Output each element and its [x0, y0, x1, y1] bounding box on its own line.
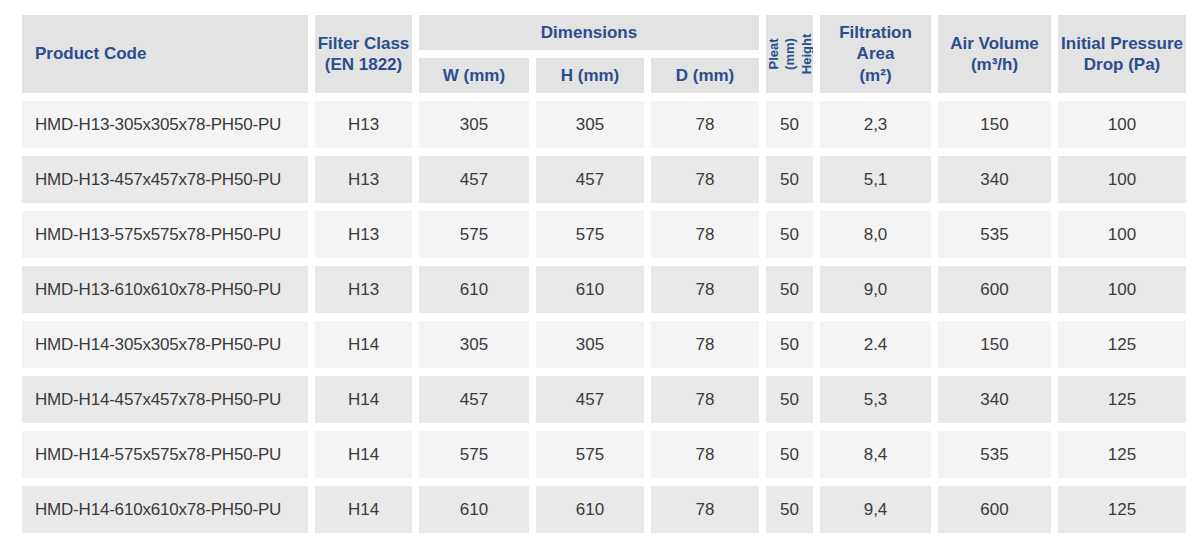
filtration-area-cell: 9,4	[820, 486, 931, 533]
height-cell: 305	[536, 321, 644, 368]
pleat-height-cell: 50	[766, 321, 813, 368]
col-header-pleat-height: Pleat (mm) Height	[766, 15, 813, 93]
table-row: HMD-H14-610x610x78-PH50-PU H14 610 610 7…	[22, 486, 1186, 533]
filtration-area-cell: 5,3	[820, 376, 931, 423]
filter-class-cell: H14	[315, 321, 412, 368]
spec-table-container: Product Code Filter Class (EN 1822) Dime…	[0, 0, 1200, 541]
pleat-height-cell: 50	[766, 376, 813, 423]
width-cell: 575	[419, 431, 529, 478]
width-cell: 610	[419, 266, 529, 313]
col-header-width: W (mm)	[419, 58, 529, 93]
depth-cell: 78	[651, 486, 759, 533]
spec-table: Product Code Filter Class (EN 1822) Dime…	[15, 7, 1193, 541]
air-volume-cell: 535	[938, 431, 1051, 478]
header-row-top: Product Code Filter Class (EN 1822) Dime…	[22, 15, 1186, 50]
pleat-height-cell: 50	[766, 156, 813, 203]
air-volume-cell: 340	[938, 156, 1051, 203]
filtration-area-cell: 2,3	[820, 101, 931, 148]
height-cell: 575	[536, 431, 644, 478]
pleat-height-cell: 50	[766, 211, 813, 258]
width-cell: 305	[419, 321, 529, 368]
filtration-area-cell: 9,0	[820, 266, 931, 313]
pleat-height-cell: 50	[766, 266, 813, 313]
filtration-area-cell: 2.4	[820, 321, 931, 368]
air-volume-cell: 535	[938, 211, 1051, 258]
filter-class-cell: H14	[315, 376, 412, 423]
depth-cell: 78	[651, 101, 759, 148]
col-header-pressure-drop: Initial Pressure Drop (Pa)	[1058, 15, 1186, 93]
product-code-cell: HMD-H14-575x575x78-PH50-PU	[22, 431, 308, 478]
air-volume-cell: 150	[938, 101, 1051, 148]
table-row: HMD-H14-305x305x78-PH50-PU H14 305 305 7…	[22, 321, 1186, 368]
product-code-cell: HMD-H14-457x457x78-PH50-PU	[22, 376, 308, 423]
pressure-drop-cell: 100	[1058, 156, 1186, 203]
col-header-filtration-area: Filtration Area (m²)	[820, 15, 931, 93]
table-row: HMD-H13-457x457x78-PH50-PU H13 457 457 7…	[22, 156, 1186, 203]
air-volume-cell: 340	[938, 376, 1051, 423]
depth-cell: 78	[651, 376, 759, 423]
pressure-drop-cell: 100	[1058, 101, 1186, 148]
height-cell: 457	[536, 156, 644, 203]
filtration-area-cell: 8,0	[820, 211, 931, 258]
pressure-drop-cell: 125	[1058, 376, 1186, 423]
product-code-cell: HMD-H13-575x575x78-PH50-PU	[22, 211, 308, 258]
pleat-height-vertical-label: Pleat (mm) Height	[766, 34, 813, 74]
air-volume-cell: 150	[938, 321, 1051, 368]
product-code-cell: HMD-H13-305x305x78-PH50-PU	[22, 101, 308, 148]
product-code-cell: HMD-H13-610x610x78-PH50-PU	[22, 266, 308, 313]
pleat-height-cell: 50	[766, 486, 813, 533]
width-cell: 610	[419, 486, 529, 533]
air-volume-cell: 600	[938, 266, 1051, 313]
filtration-area-cell: 5,1	[820, 156, 931, 203]
table-row: HMD-H14-575x575x78-PH50-PU H14 575 575 7…	[22, 431, 1186, 478]
pressure-drop-cell: 100	[1058, 266, 1186, 313]
col-header-product-code: Product Code	[22, 15, 308, 93]
pressure-drop-cell: 125	[1058, 431, 1186, 478]
depth-cell: 78	[651, 266, 759, 313]
height-cell: 575	[536, 211, 644, 258]
col-header-filter-class: Filter Class (EN 1822)	[315, 15, 412, 93]
filter-class-cell: H13	[315, 101, 412, 148]
depth-cell: 78	[651, 321, 759, 368]
filter-class-cell: H13	[315, 266, 412, 313]
table-row: HMD-H13-610x610x78-PH50-PU H13 610 610 7…	[22, 266, 1186, 313]
depth-cell: 78	[651, 156, 759, 203]
height-cell: 610	[536, 486, 644, 533]
product-code-cell: HMD-H14-610x610x78-PH50-PU	[22, 486, 308, 533]
depth-cell: 78	[651, 431, 759, 478]
width-cell: 305	[419, 101, 529, 148]
width-cell: 457	[419, 376, 529, 423]
table-row: HMD-H13-575x575x78-PH50-PU H13 575 575 7…	[22, 211, 1186, 258]
pressure-drop-cell: 125	[1058, 486, 1186, 533]
width-cell: 575	[419, 211, 529, 258]
filter-class-cell: H13	[315, 211, 412, 258]
width-cell: 457	[419, 156, 529, 203]
height-cell: 457	[536, 376, 644, 423]
col-header-dimensions: Dimensions	[419, 15, 759, 50]
pleat-height-cell: 50	[766, 101, 813, 148]
product-code-cell: HMD-H13-457x457x78-PH50-PU	[22, 156, 308, 203]
pleat-height-cell: 50	[766, 431, 813, 478]
height-cell: 610	[536, 266, 644, 313]
filter-class-cell: H13	[315, 156, 412, 203]
depth-cell: 78	[651, 211, 759, 258]
air-volume-cell: 600	[938, 486, 1051, 533]
height-cell: 305	[536, 101, 644, 148]
col-header-depth: D (mm)	[651, 58, 759, 93]
col-header-height: H (mm)	[536, 58, 644, 93]
pressure-drop-cell: 125	[1058, 321, 1186, 368]
pressure-drop-cell: 100	[1058, 211, 1186, 258]
table-row: HMD-H13-305x305x78-PH50-PU H13 305 305 7…	[22, 101, 1186, 148]
table-row: HMD-H14-457x457x78-PH50-PU H14 457 457 7…	[22, 376, 1186, 423]
filter-class-cell: H14	[315, 431, 412, 478]
filter-class-cell: H14	[315, 486, 412, 533]
product-code-cell: HMD-H14-305x305x78-PH50-PU	[22, 321, 308, 368]
filtration-area-cell: 8,4	[820, 431, 931, 478]
col-header-air-volume: Air Volume (m³/h)	[938, 15, 1051, 93]
